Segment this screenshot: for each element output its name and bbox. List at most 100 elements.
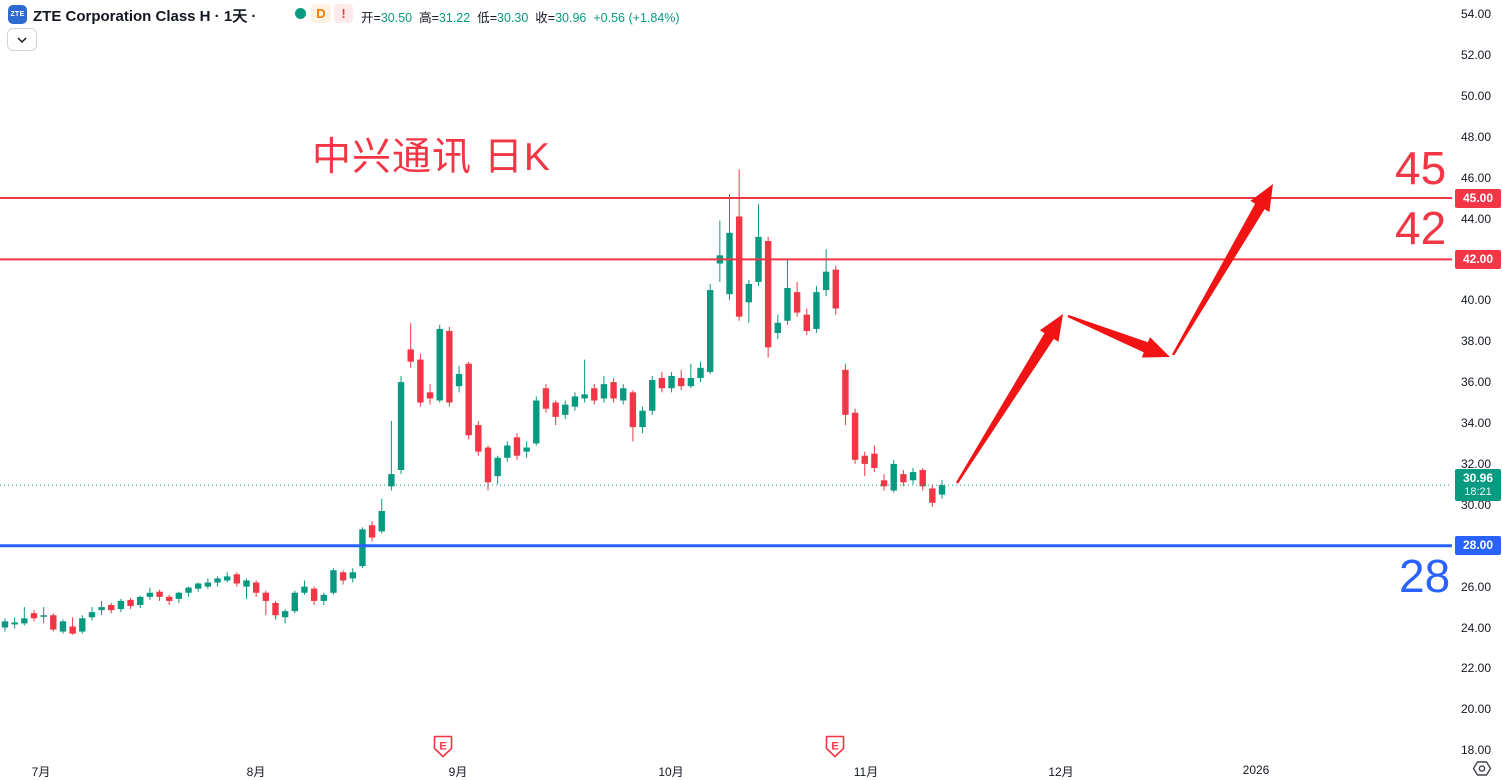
candle: [108, 602, 115, 614]
symbol-legend: ZTE ZTE Corporation Class H · 1天 · D ! 开…: [0, 0, 1502, 54]
candle-body: [649, 380, 656, 411]
annotation-level-28-text[interactable]: 28: [1399, 550, 1451, 602]
candle: [803, 308, 810, 336]
candle-body: [513, 437, 521, 456]
candle-body: [620, 388, 627, 401]
candle-body: [50, 615, 57, 630]
last-price-value: 30.96: [1462, 471, 1494, 486]
candle: [281, 609, 289, 624]
candle-body: [919, 470, 926, 487]
candle: [30, 610, 38, 622]
candle-body: [774, 322, 781, 334]
candle: [175, 591, 183, 603]
trend-arrow-3[interactable]: [1172, 184, 1273, 356]
earnings-marker-icon[interactable]: E: [433, 735, 453, 758]
candle-body: [417, 359, 424, 403]
candle: [678, 369, 685, 391]
candle: [339, 570, 347, 585]
price-tick-label: 46.00: [1461, 170, 1492, 185]
candle: [668, 371, 675, 393]
candle-body: [426, 392, 434, 399]
candle-body: [542, 388, 550, 409]
candle-body: [706, 290, 714, 372]
candle-body: [938, 485, 946, 495]
trend-arrow-2[interactable]: [1067, 314, 1170, 358]
earnings-shield: [825, 735, 845, 758]
candle: [330, 568, 337, 595]
time-scale[interactable]: 7月 8月 9月 10月 11月 12月 2026: [0, 756, 1502, 780]
candle-body: [397, 382, 405, 471]
trend-arrow-1[interactable]: [956, 314, 1063, 484]
candle-body: [281, 611, 289, 618]
symbol-title[interactable]: ZTE Corporation Class H · 1天 ·: [33, 8, 257, 25]
candle-body: [88, 612, 96, 618]
candle-body: [185, 587, 192, 593]
candle-body: [233, 574, 241, 584]
candle: [21, 607, 28, 626]
annotation-chart-title[interactable]: 中兴通讯 日K: [312, 136, 551, 179]
candle: [475, 420, 482, 456]
candle: [301, 580, 308, 595]
change-value: +0.56 (+1.84%): [593, 11, 680, 25]
candle-body: [494, 457, 501, 477]
candle: [745, 279, 753, 323]
price-scale[interactable]: 18.00 20.00 22.00 24.00 26.00 28.00 30.00 32.00…: [1453, 0, 1502, 758]
candle: [272, 600, 279, 620]
candle: [455, 365, 463, 393]
market-status-icon: [295, 8, 306, 19]
price-scale-settings-icon[interactable]: [1471, 760, 1493, 777]
candle-body: [909, 472, 917, 481]
candle: [436, 324, 443, 403]
candle: [50, 613, 57, 632]
candle-body: [349, 572, 356, 579]
alert-badge[interactable]: !: [334, 4, 353, 23]
candle: [504, 441, 511, 462]
price-tick-label: 36.00: [1461, 375, 1492, 390]
candle: [214, 576, 221, 587]
candle-body: [446, 330, 453, 403]
price-tick-label: 34.00: [1461, 416, 1492, 430]
legend-expand-button[interactable]: [7, 28, 37, 51]
candle: [40, 607, 47, 624]
candle-body: [610, 382, 617, 399]
candle: [610, 378, 617, 403]
candle-body: [339, 572, 347, 581]
candle: [262, 590, 270, 616]
candle: [243, 578, 250, 599]
candle-body: [678, 378, 685, 387]
candle: [233, 572, 241, 587]
candle: [378, 498, 385, 534]
earnings-letter: E: [831, 741, 838, 753]
candle-body: [378, 510, 385, 532]
candle-body: [407, 349, 414, 362]
candle: [890, 459, 897, 493]
price-tick-label: 24.00: [1461, 620, 1492, 635]
candle: [359, 527, 366, 569]
candle-body: [156, 591, 163, 597]
candle: [417, 353, 424, 407]
candle-body: [504, 445, 511, 458]
candle-body: [117, 600, 125, 610]
annotation-level-42-text[interactable]: 42: [1395, 202, 1447, 254]
price-tick-label: 22.00: [1461, 661, 1492, 676]
candle: [494, 455, 501, 485]
annotation-level-45-text[interactable]: 45: [1395, 142, 1447, 194]
candle: [909, 467, 917, 485]
dividends-badge[interactable]: D: [311, 4, 331, 23]
candle: [320, 592, 327, 606]
candle: [11, 617, 18, 629]
time-tick-label: 9月: [448, 765, 468, 779]
earnings-marker-icon[interactable]: E: [825, 735, 845, 758]
candle: [900, 470, 907, 487]
candle-body: [1, 621, 9, 628]
candle-body: [726, 232, 733, 295]
candle: [310, 586, 318, 606]
candle: [397, 375, 405, 475]
candle-body: [929, 488, 936, 503]
candle-body: [803, 314, 810, 331]
candle-body: [745, 283, 753, 303]
candle: [291, 590, 298, 614]
earnings-shield: [433, 735, 453, 758]
candle-body: [735, 216, 743, 317]
